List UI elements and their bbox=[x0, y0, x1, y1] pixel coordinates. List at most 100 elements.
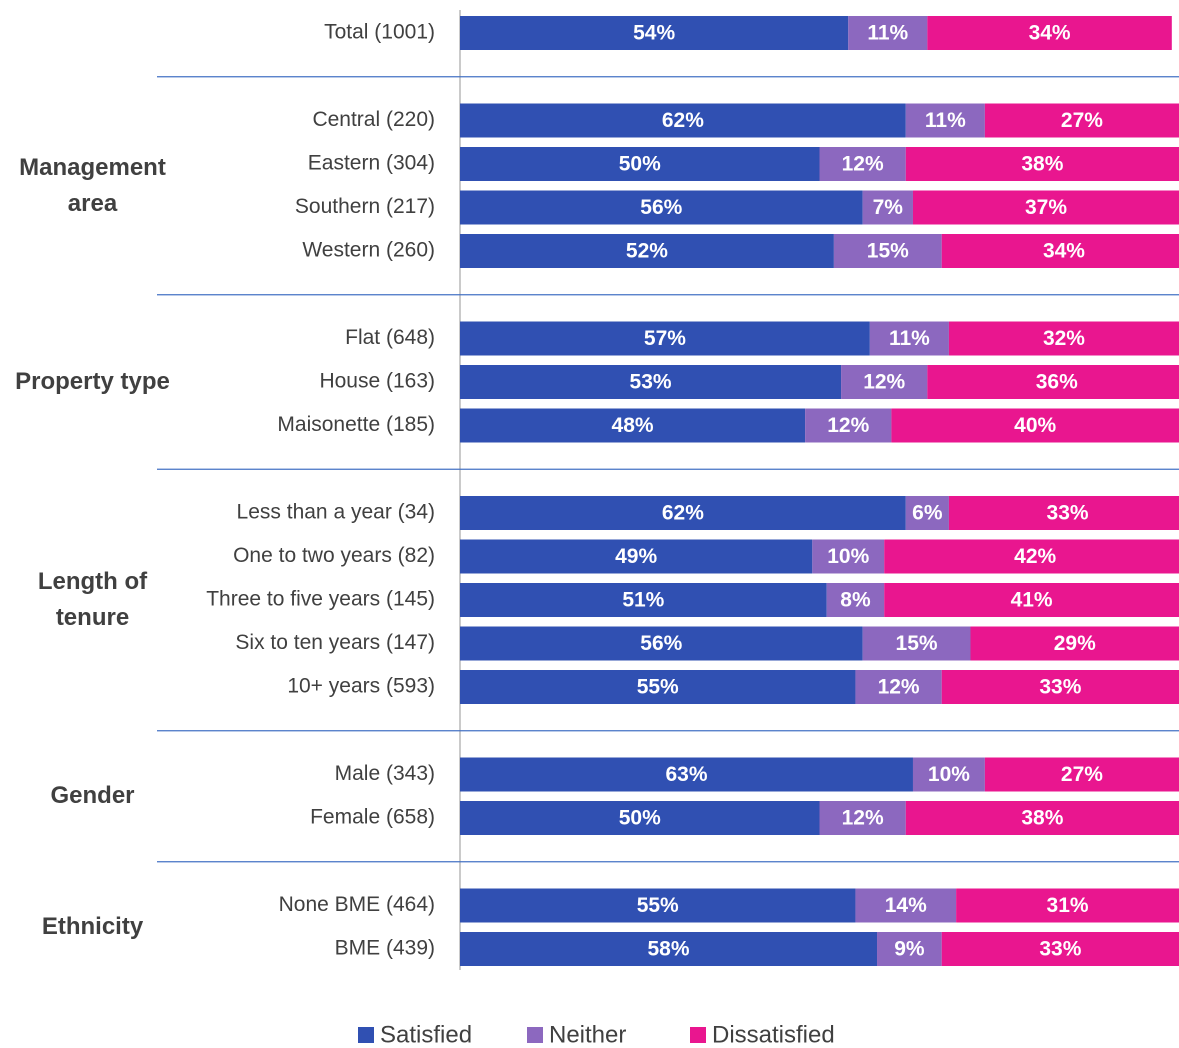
value-label: 37% bbox=[1025, 196, 1067, 219]
value-label: 34% bbox=[1029, 22, 1071, 45]
bar-segment bbox=[460, 670, 856, 704]
value-label: 33% bbox=[1047, 502, 1089, 525]
group-label: Gender bbox=[50, 782, 135, 810]
value-label: 10% bbox=[827, 545, 869, 568]
bar-segment bbox=[460, 496, 906, 530]
group-label: Management area bbox=[19, 153, 166, 217]
value-label: 56% bbox=[640, 632, 682, 655]
bar-segment bbox=[460, 365, 842, 399]
bar-segment bbox=[460, 103, 906, 138]
bar-segment bbox=[812, 539, 885, 574]
value-label: 50% bbox=[619, 153, 661, 176]
bar-segment bbox=[855, 670, 942, 704]
category-label: Maisonette (185) bbox=[277, 413, 435, 436]
bar-segment bbox=[460, 147, 820, 181]
category-label: One to two years (82) bbox=[233, 544, 435, 567]
bar-segment bbox=[927, 16, 1172, 50]
value-label: 53% bbox=[630, 371, 672, 394]
bar-segment bbox=[905, 496, 949, 530]
value-label: 38% bbox=[1021, 153, 1063, 176]
value-label: 29% bbox=[1054, 632, 1096, 655]
value-label: 32% bbox=[1043, 327, 1085, 350]
bar-segment bbox=[891, 408, 1179, 443]
value-label: 62% bbox=[662, 502, 704, 525]
category-label: House (163) bbox=[319, 370, 435, 393]
bar-segment bbox=[819, 147, 906, 181]
bar-segment bbox=[819, 801, 906, 835]
bar-segment bbox=[460, 16, 849, 50]
legend-swatch bbox=[690, 1027, 706, 1043]
value-label: 34% bbox=[1043, 240, 1085, 263]
value-label: 40% bbox=[1014, 414, 1056, 437]
category-label: Three to five years (145) bbox=[206, 588, 435, 611]
group-label: Property type bbox=[15, 368, 170, 395]
bar-segment bbox=[884, 539, 1179, 574]
value-label: 58% bbox=[647, 938, 689, 961]
bar-segment bbox=[460, 583, 827, 617]
value-label: 48% bbox=[612, 414, 654, 437]
bar-segment bbox=[941, 670, 1179, 704]
bar-segment bbox=[927, 365, 1179, 399]
bar-segment bbox=[460, 626, 863, 661]
legend-swatch bbox=[358, 1027, 374, 1043]
bar-segment bbox=[460, 321, 870, 356]
category-label: Six to ten years (147) bbox=[235, 631, 435, 654]
bar-segment bbox=[905, 103, 985, 138]
value-label: 12% bbox=[863, 371, 905, 394]
value-label: 50% bbox=[619, 807, 661, 830]
group-label: Length of tenure bbox=[37, 568, 148, 631]
legend-swatch bbox=[527, 1027, 543, 1043]
bar-segment bbox=[826, 583, 885, 617]
bar-segment bbox=[869, 321, 949, 356]
bar-segment bbox=[941, 234, 1179, 268]
category-label: Central (220) bbox=[312, 108, 435, 131]
value-label: 63% bbox=[665, 763, 707, 786]
value-label: 55% bbox=[637, 676, 679, 699]
bar-segment bbox=[848, 16, 928, 50]
bar-segment bbox=[460, 234, 834, 268]
bar-segment bbox=[460, 190, 863, 225]
bar-segment bbox=[460, 408, 806, 443]
bar-segment bbox=[862, 190, 913, 225]
bar-segment bbox=[905, 801, 1179, 835]
bar-segment bbox=[460, 757, 913, 792]
bar-segment bbox=[984, 103, 1179, 138]
value-label: 57% bbox=[644, 327, 686, 350]
value-label: 11% bbox=[925, 109, 966, 132]
category-label: Male (343) bbox=[335, 762, 435, 785]
bar-segment bbox=[460, 888, 856, 923]
value-label: 12% bbox=[878, 676, 920, 699]
value-label: 62% bbox=[662, 109, 704, 132]
value-label: 51% bbox=[622, 589, 664, 612]
bar-segment bbox=[862, 626, 971, 661]
value-label: 36% bbox=[1036, 371, 1078, 394]
bar-segment bbox=[970, 626, 1179, 661]
value-label: 12% bbox=[842, 807, 884, 830]
category-label: Western (260) bbox=[302, 239, 435, 262]
bar-segment bbox=[948, 321, 1179, 356]
value-label: 31% bbox=[1047, 894, 1089, 917]
value-label: 56% bbox=[640, 196, 682, 219]
value-label: 12% bbox=[842, 153, 884, 176]
value-label: 52% bbox=[626, 240, 668, 263]
category-label: 10+ years (593) bbox=[287, 675, 435, 698]
bar-segment bbox=[984, 757, 1179, 792]
bar-segment bbox=[833, 234, 942, 268]
value-label: 8% bbox=[840, 589, 871, 612]
bar-segment bbox=[912, 190, 1179, 225]
value-label: 42% bbox=[1014, 545, 1056, 568]
legend-label: Dissatisfied bbox=[712, 1021, 835, 1048]
bar-segment bbox=[855, 888, 957, 923]
bar-segment bbox=[841, 365, 928, 399]
category-label: Flat (648) bbox=[345, 326, 435, 349]
value-label: 9% bbox=[894, 938, 925, 961]
value-label: 38% bbox=[1021, 807, 1063, 830]
value-label: 15% bbox=[896, 632, 938, 655]
value-label: 54% bbox=[633, 22, 675, 45]
value-label: 33% bbox=[1039, 676, 1081, 699]
group-label: Ethnicity bbox=[41, 913, 144, 941]
value-label: 11% bbox=[867, 22, 908, 45]
value-label: 10% bbox=[928, 763, 970, 786]
value-label: 7% bbox=[873, 196, 904, 219]
